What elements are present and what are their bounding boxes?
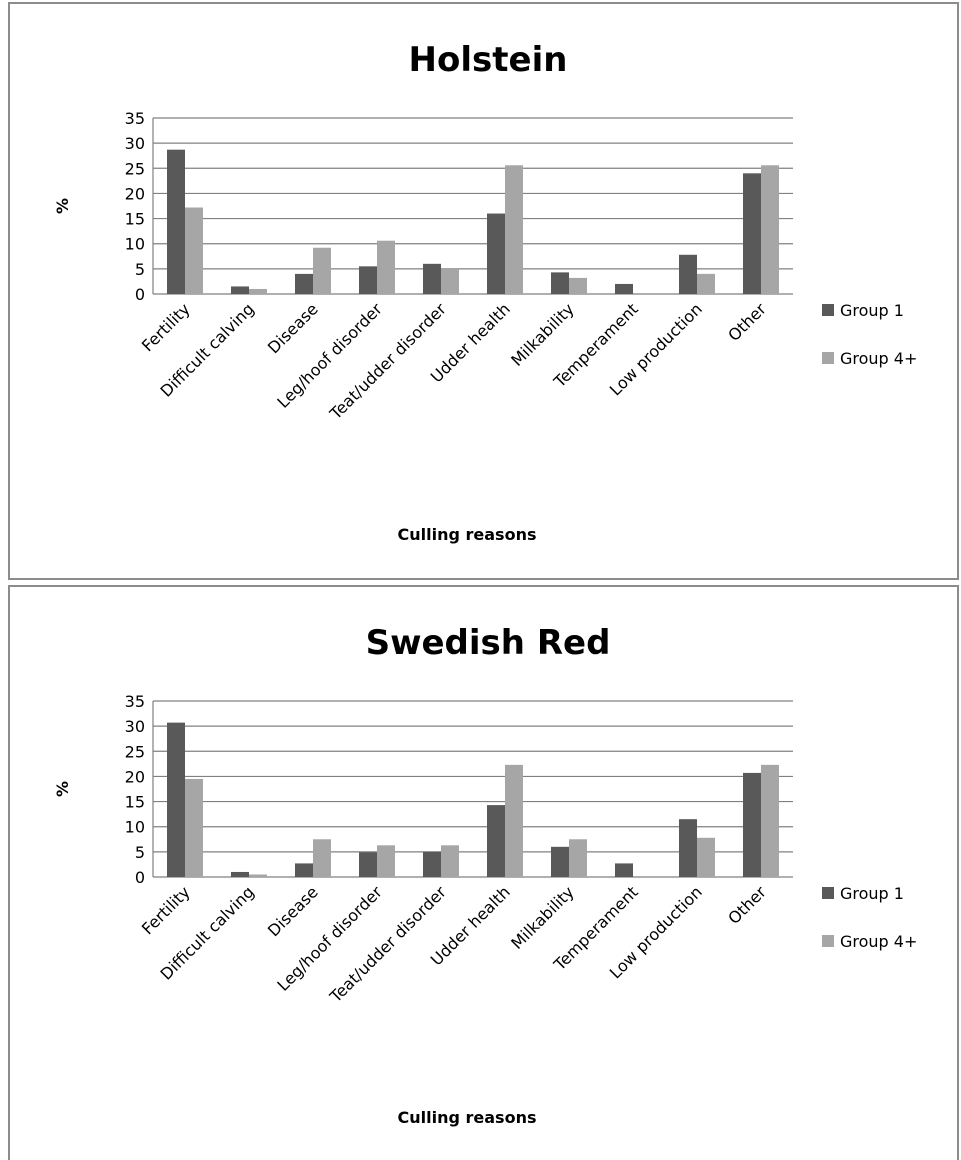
- bar-group-1-5: [487, 805, 505, 877]
- y-tick-label: 35: [125, 692, 145, 711]
- y-tick-label: 30: [125, 134, 145, 153]
- y-tick-label: 20: [125, 767, 145, 786]
- bar-group-1-2: [295, 863, 313, 877]
- legend-swatch: [822, 304, 834, 316]
- y-tick-label: 15: [125, 793, 145, 812]
- legend-label: Group 1: [840, 884, 904, 903]
- bar-group-4--9: [761, 165, 779, 294]
- bar-group-4--5: [505, 165, 523, 294]
- bar-group-1-0: [167, 722, 185, 877]
- bar-group-1-1: [231, 286, 249, 294]
- chart-holstein: Holstein05101520253035%FertilityDifficul…: [53, 40, 917, 544]
- bar-group-1-7: [615, 283, 633, 294]
- bar-group-4--2: [313, 839, 331, 877]
- category-label: Teat/udder disorder: [325, 299, 450, 424]
- chart-title: Swedish Red: [366, 623, 611, 663]
- y-tick-label: 10: [125, 235, 145, 254]
- bar-group-1-8: [679, 819, 697, 877]
- chart-swedish-red: Swedish Red05101520253035%FertilityDiffi…: [53, 623, 917, 1127]
- category-label: Disease: [264, 299, 322, 357]
- bar-group-1-1: [231, 871, 249, 877]
- legend-swatch: [822, 887, 834, 899]
- x-axis-label: Culling reasons: [398, 1108, 537, 1127]
- category-label: Fertility: [138, 882, 194, 938]
- bar-group-4--6: [569, 839, 587, 877]
- x-axis-label: Culling reasons: [398, 525, 537, 544]
- y-tick-label: 5: [135, 843, 145, 862]
- bar-group-4--8: [697, 837, 715, 877]
- bar-group-4--5: [505, 764, 523, 877]
- bar-group-4--1: [249, 288, 267, 294]
- category-label: Disease: [264, 882, 322, 940]
- bar-group-4--0: [185, 778, 203, 877]
- category-label: Leg/hoof disorder: [273, 299, 386, 412]
- bar-group-4--8: [697, 273, 715, 294]
- y-tick-label: 15: [125, 210, 145, 229]
- chart-panel-swedish-red: Swedish Red 0 5 10 15 20 25 30 35% Fertility Diffi…: [8, 585, 959, 1160]
- bar-group-4--2: [313, 247, 331, 294]
- y-axis-label: %: [53, 198, 72, 214]
- bar-group-1-9: [743, 772, 761, 877]
- y-tick-label: 25: [125, 159, 145, 178]
- bar-group-1-5: [487, 213, 505, 294]
- bar-group-4--0: [185, 207, 203, 294]
- y-tick-label: 20: [125, 184, 145, 203]
- legend-swatch: [822, 935, 834, 947]
- category-label: Other: [724, 882, 770, 928]
- bar-group-4--3: [377, 240, 395, 294]
- y-tick-label: 35: [125, 109, 145, 128]
- bar-group-1-8: [679, 254, 697, 294]
- bar-group-1-4: [423, 851, 441, 877]
- y-tick-label: 5: [135, 260, 145, 279]
- bar-group-4--9: [761, 764, 779, 877]
- y-tick-label: 25: [125, 742, 145, 761]
- category-label: Leg/hoof disorder: [273, 882, 386, 995]
- y-tick-label: 30: [125, 717, 145, 736]
- bar-group-4--3: [377, 845, 395, 877]
- bar-group-1-0: [167, 149, 185, 294]
- category-label: Fertility: [138, 299, 194, 355]
- y-axis-label: %: [53, 781, 72, 797]
- legend-label: Group 4+: [840, 932, 917, 951]
- bar-group-1-3: [359, 852, 377, 877]
- legend-label: Group 1: [840, 301, 904, 320]
- y-tick-label: 0: [135, 285, 145, 304]
- y-tick-label: 0: [135, 868, 145, 887]
- bar-group-1-7: [615, 863, 633, 877]
- bar-group-1-9: [743, 173, 761, 294]
- bar-group-1-4: [423, 263, 441, 294]
- y-tick-label: 10: [125, 818, 145, 837]
- legend-label: Group 4+: [840, 349, 917, 368]
- chart-title: Holstein: [409, 40, 568, 80]
- bar-group-1-6: [551, 846, 569, 877]
- bar-group-4--1: [249, 874, 267, 877]
- bar-group-4--4: [441, 268, 459, 294]
- bar-group-1-2: [295, 273, 313, 294]
- category-label: Other: [724, 299, 770, 345]
- bar-group-4--4: [441, 845, 459, 877]
- chart-panel-holstein: Holstein 0 5 10 15 20 25 30 35% Fertility Difficul…: [8, 2, 959, 580]
- category-label: Teat/udder disorder: [325, 882, 450, 1007]
- bar-group-1-3: [359, 266, 377, 294]
- bar-group-1-6: [551, 272, 569, 294]
- bar-group-4--6: [569, 277, 587, 294]
- legend-swatch: [822, 352, 834, 364]
